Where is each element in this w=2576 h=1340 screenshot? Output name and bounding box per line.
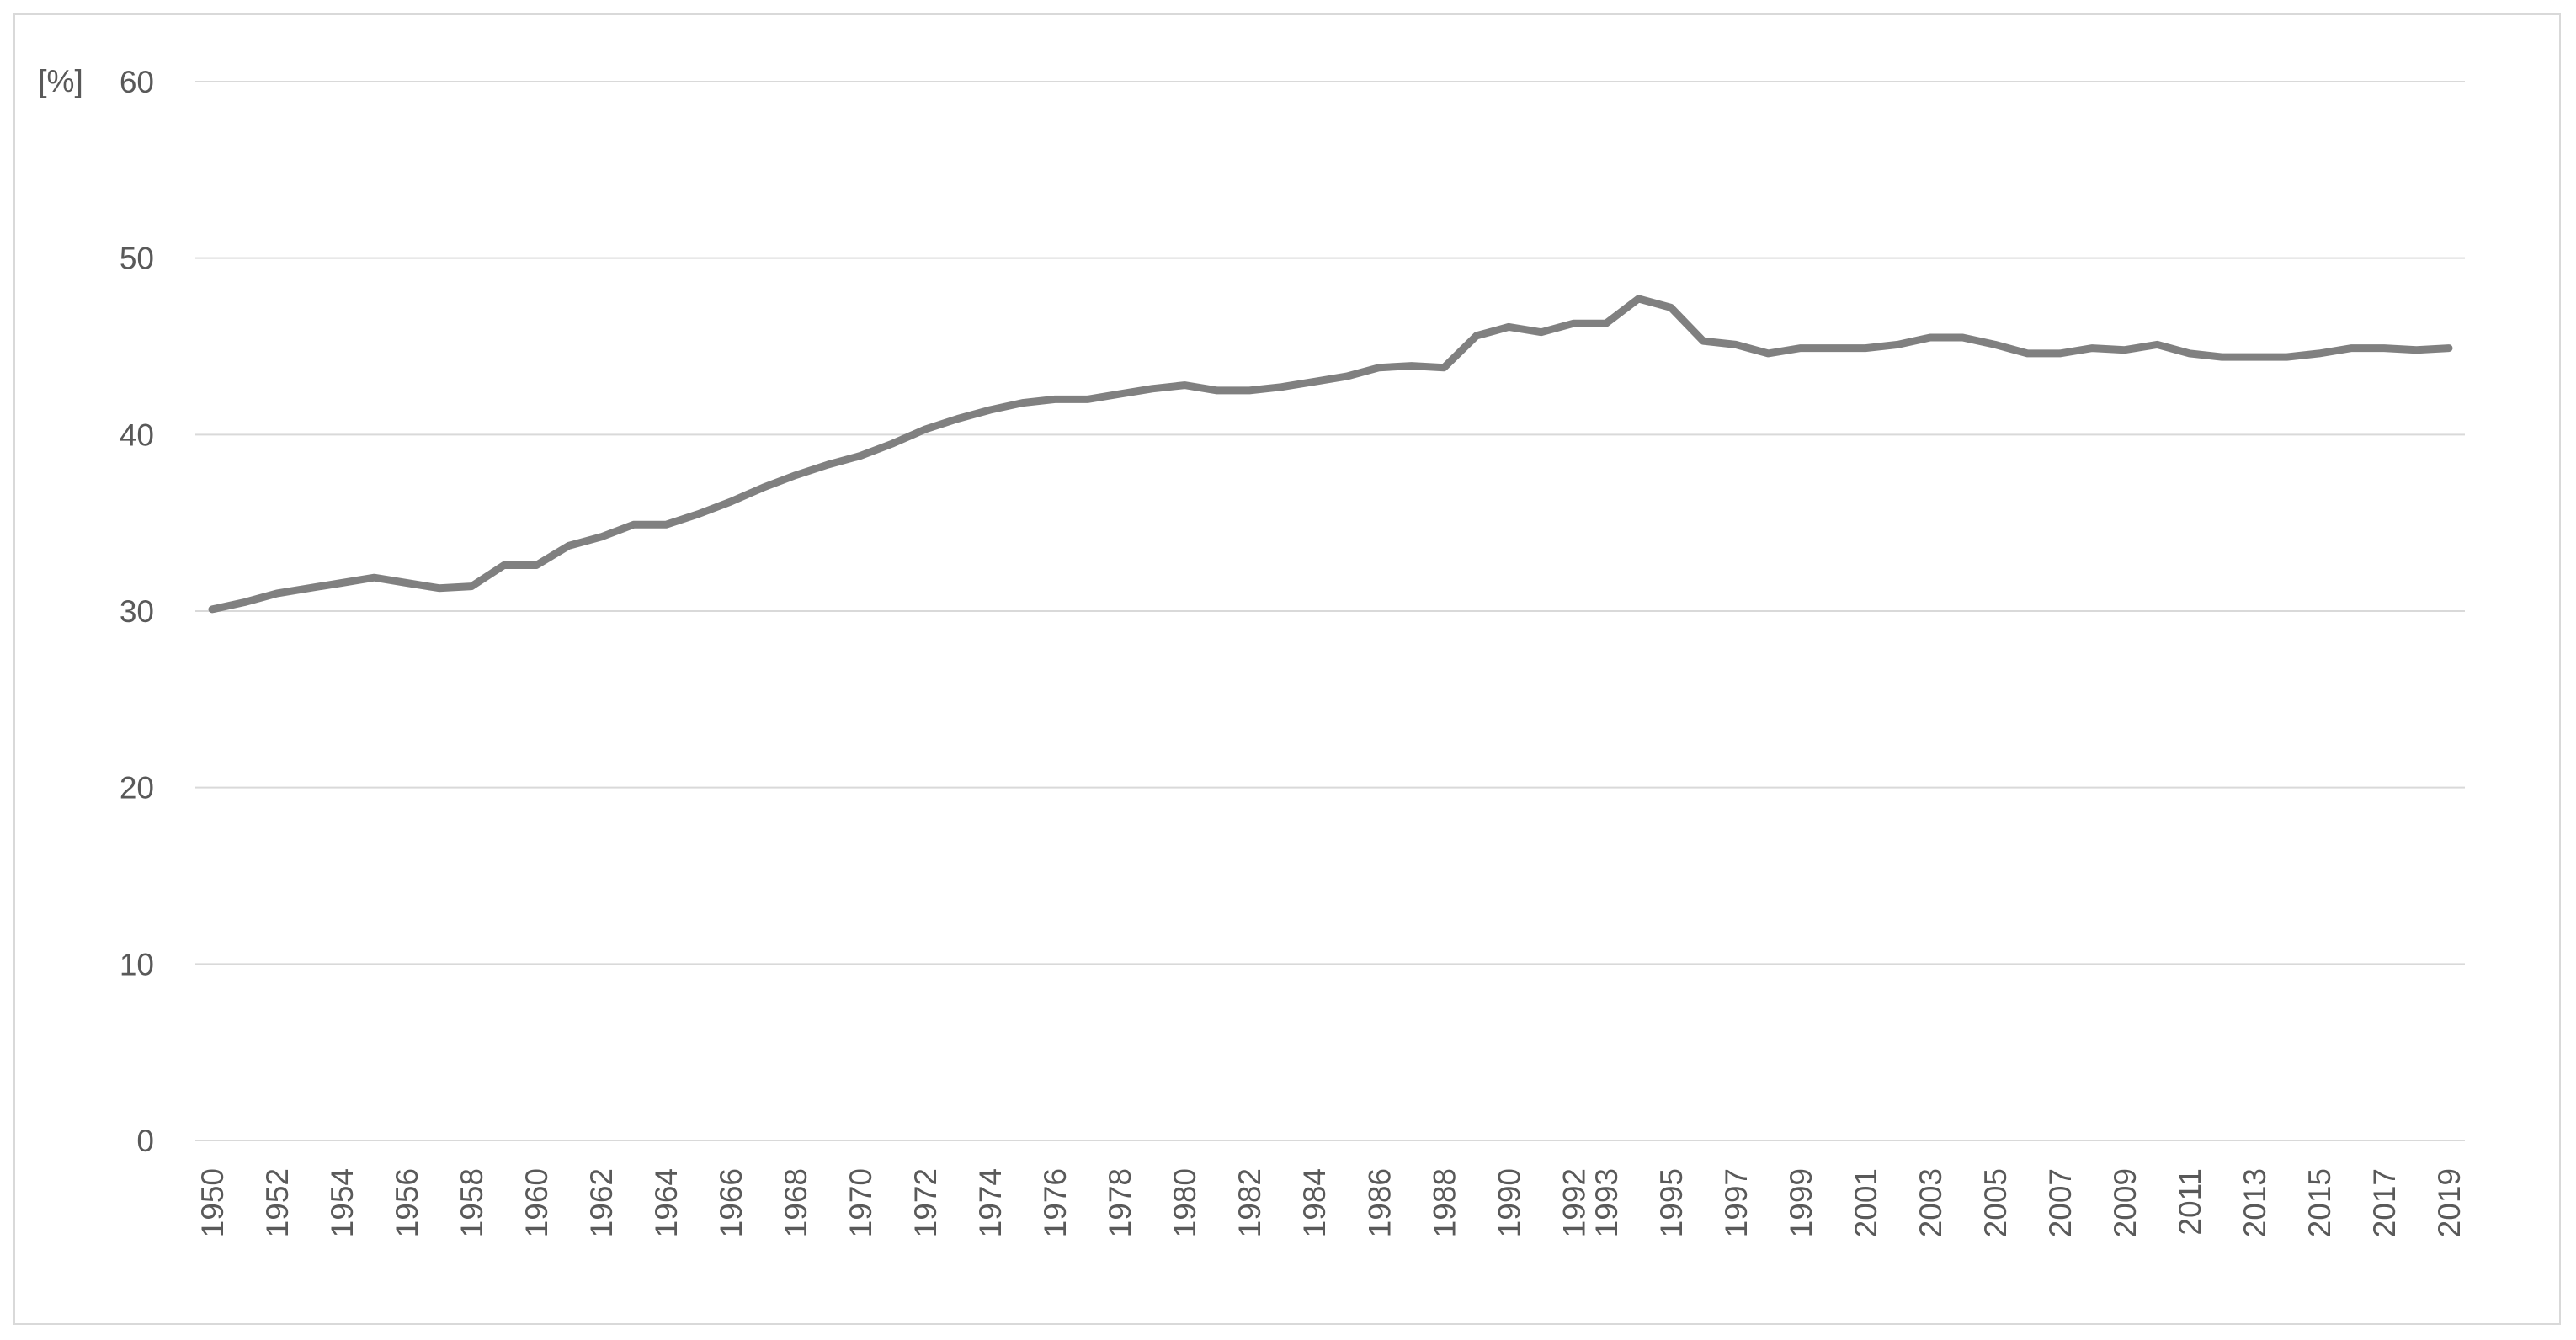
- y-tick-label: 20: [120, 771, 154, 806]
- x-tick-label: 1960: [519, 1168, 554, 1237]
- x-tick-label: 1950: [195, 1168, 230, 1237]
- x-tick-label: 2009: [2108, 1168, 2142, 1237]
- x-tick-label: 1966: [714, 1168, 748, 1237]
- x-tick-label: 1970: [844, 1168, 878, 1237]
- x-tick-label: 1952: [260, 1168, 295, 1237]
- x-tick-label: 1964: [649, 1168, 684, 1237]
- x-tick-label: 1988: [1427, 1168, 1461, 1237]
- gridlines: [195, 81, 2465, 1141]
- x-tick-label: 1984: [1297, 1168, 1332, 1237]
- y-axis-label: [%]: [38, 64, 82, 98]
- x-tick-label: 2001: [1849, 1168, 1883, 1237]
- x-tick-label: 1954: [325, 1168, 359, 1237]
- x-tick-label: 1972: [908, 1168, 943, 1237]
- x-tick-label: 1974: [973, 1168, 1008, 1237]
- x-tick-label: 1999: [1784, 1168, 1818, 1237]
- x-tick-label: 1997: [1719, 1168, 1754, 1237]
- chart-frame: [13, 13, 2561, 1325]
- x-tick-label: 1968: [779, 1168, 813, 1237]
- x-tick-label: 1976: [1038, 1168, 1072, 1237]
- x-tick-label: 2015: [2302, 1168, 2337, 1237]
- x-tick-label: 1990: [1492, 1168, 1526, 1237]
- x-tick-label: 1980: [1168, 1168, 1202, 1237]
- series-layer: [208, 295, 2453, 614]
- series-line: [208, 295, 2453, 614]
- x-tick-label: 1993: [1589, 1168, 1624, 1237]
- x-tick-label: 1995: [1654, 1168, 1689, 1237]
- x-tick-label: 2019: [2432, 1168, 2467, 1237]
- x-tick-label: 2005: [1978, 1168, 2013, 1237]
- y-axis-ticks: 0 10 20 30 40 50 60: [120, 65, 154, 1158]
- x-tick-label: 1992: [1557, 1168, 1591, 1237]
- y-tick-label: 0: [136, 1124, 154, 1158]
- x-tick-label: 1986: [1362, 1168, 1397, 1237]
- x-tick-label: 1962: [584, 1168, 619, 1237]
- x-tick-label: 1956: [390, 1168, 424, 1237]
- x-tick-label: 2013: [2238, 1168, 2272, 1237]
- x-tick-label: 2003: [1913, 1168, 1948, 1237]
- y-tick-label: 40: [120, 417, 154, 452]
- x-axis-ticks: 1950 1952 1954 1956 1958 1960 1962 1964 1966 1968…: [195, 1168, 2467, 1237]
- x-tick-label: 1978: [1103, 1168, 1137, 1237]
- y-tick-label: 50: [120, 242, 154, 276]
- y-tick-label: 30: [120, 594, 154, 629]
- x-tick-label: 2007: [2043, 1168, 2078, 1237]
- y-tick-label: 10: [120, 947, 154, 981]
- x-tick-label: 2017: [2367, 1168, 2402, 1237]
- x-tick-label: 2011: [2173, 1168, 2207, 1236]
- y-tick-label: 60: [120, 65, 154, 99]
- x-tick-label: 1958: [455, 1168, 489, 1237]
- x-tick-label: 1982: [1232, 1168, 1267, 1237]
